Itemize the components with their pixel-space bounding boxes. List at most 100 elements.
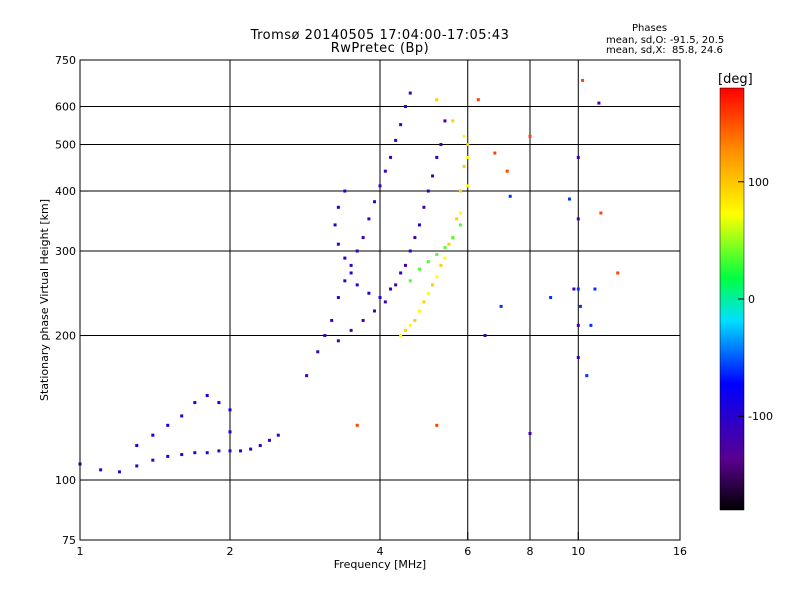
data-point xyxy=(599,211,603,215)
data-point xyxy=(426,260,430,264)
data-point xyxy=(417,223,421,227)
data-point xyxy=(435,423,439,427)
data-point xyxy=(462,134,466,138)
data-point xyxy=(403,105,407,109)
data-point xyxy=(361,236,365,240)
data-points xyxy=(78,78,620,474)
data-point xyxy=(597,101,601,105)
x-tick-label: 2 xyxy=(227,545,234,558)
data-point xyxy=(394,138,398,142)
data-point xyxy=(336,205,340,209)
data-point xyxy=(403,263,407,267)
data-point xyxy=(439,143,443,147)
y-tick-label: 500 xyxy=(55,139,76,152)
y-tick-label: 75 xyxy=(62,534,76,547)
data-point xyxy=(228,408,232,412)
data-point xyxy=(367,291,371,295)
data-point xyxy=(581,78,585,82)
data-point xyxy=(458,211,462,215)
data-point xyxy=(426,189,430,193)
data-point xyxy=(180,414,184,418)
data-point xyxy=(567,197,571,201)
y-tick-label: 300 xyxy=(55,245,76,258)
y-tick-label: 600 xyxy=(55,101,76,114)
data-point xyxy=(217,449,221,453)
data-point xyxy=(505,169,509,173)
data-point xyxy=(343,279,347,283)
data-point xyxy=(483,334,487,338)
data-point xyxy=(336,242,340,246)
data-point xyxy=(151,433,155,437)
data-point xyxy=(389,155,393,159)
colorbar-tick-label: -100 xyxy=(748,410,773,423)
grid-layer xyxy=(80,60,680,540)
data-point xyxy=(439,263,443,267)
data-point xyxy=(361,318,365,322)
colorbar-label: [deg] xyxy=(718,72,753,87)
data-point xyxy=(166,454,170,458)
data-point xyxy=(135,444,139,448)
data-point xyxy=(239,449,243,453)
data-point xyxy=(373,200,377,204)
data-point xyxy=(258,444,262,448)
data-point xyxy=(117,470,121,474)
data-point xyxy=(193,401,197,405)
chart-subtitle: RwPretec (Bp) xyxy=(330,41,430,56)
data-point xyxy=(451,119,455,123)
data-point xyxy=(576,217,580,221)
data-point xyxy=(330,318,334,322)
data-point xyxy=(399,334,403,338)
data-point xyxy=(476,98,480,102)
data-point xyxy=(578,304,582,308)
data-point xyxy=(389,287,393,291)
x-axis-label: Frequency [MHz] xyxy=(334,558,426,571)
data-point xyxy=(413,318,417,322)
data-point xyxy=(413,236,417,240)
data-point xyxy=(399,123,403,127)
x-tick-label: 16 xyxy=(673,545,687,558)
data-point xyxy=(466,143,470,147)
data-point xyxy=(443,119,447,123)
data-point xyxy=(466,184,470,188)
data-point xyxy=(383,300,387,304)
data-point xyxy=(466,155,470,159)
data-point xyxy=(408,279,412,283)
data-point xyxy=(355,423,359,427)
data-point xyxy=(151,458,155,462)
data-point xyxy=(435,253,439,257)
data-point xyxy=(99,468,103,472)
data-point xyxy=(422,205,426,209)
phase-stats-x: mean, sd,X: 85.8, 24.6 xyxy=(606,45,723,56)
y-tick-label: 100 xyxy=(55,474,76,487)
data-point xyxy=(355,249,359,253)
data-point xyxy=(417,267,421,271)
data-point xyxy=(394,283,398,287)
x-tick-label: 8 xyxy=(527,545,534,558)
data-point xyxy=(349,271,353,275)
data-point xyxy=(576,355,580,359)
data-point xyxy=(378,184,382,188)
data-point xyxy=(576,155,580,159)
data-point xyxy=(399,271,403,275)
data-point xyxy=(443,246,447,250)
y-tick-label: 400 xyxy=(55,185,76,198)
colorbar-tick-label: 0 xyxy=(748,293,755,306)
data-point xyxy=(585,374,589,378)
x-tick-label: 10 xyxy=(571,545,585,558)
data-point xyxy=(267,438,271,442)
data-point xyxy=(435,155,439,159)
data-point xyxy=(549,296,553,300)
colorbar-tick-label: 100 xyxy=(748,176,769,189)
data-point xyxy=(205,394,209,398)
data-point xyxy=(333,223,337,227)
data-point xyxy=(408,91,412,95)
data-point xyxy=(435,98,439,102)
data-point xyxy=(135,464,139,468)
data-point xyxy=(426,291,430,295)
data-point xyxy=(458,223,462,227)
data-point xyxy=(431,174,435,178)
data-point xyxy=(349,263,353,267)
data-point xyxy=(576,287,580,291)
data-point xyxy=(373,309,377,313)
